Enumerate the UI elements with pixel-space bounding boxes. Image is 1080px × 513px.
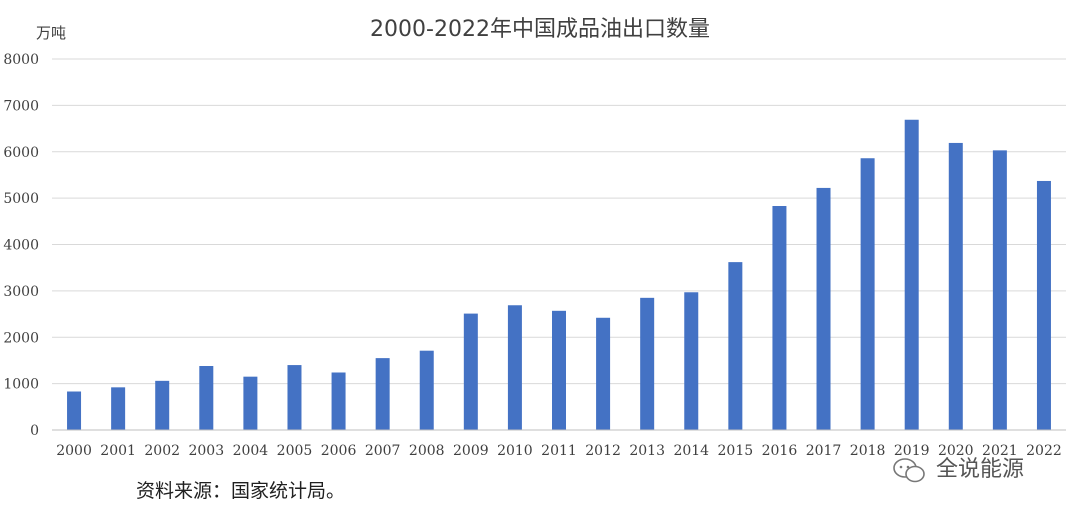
x-tick-label: 2007 (365, 443, 401, 459)
x-tick-label: 2002 (144, 443, 180, 459)
bar-2004 (243, 376, 258, 430)
x-tick-label: 2010 (497, 443, 533, 459)
y-tick-label: 1000 (3, 377, 39, 393)
bar-2012 (596, 317, 611, 430)
x-tick-label: 2014 (673, 443, 709, 459)
x-tick-label: 2003 (188, 443, 224, 459)
x-axis-ticks: 2000 2001 2002 2003 2004 2005 2006 2007 2008 2009… (56, 443, 1062, 459)
x-tick-label: 2005 (277, 443, 313, 459)
bar-2009 (463, 313, 478, 430)
chart-title: 2000-2022年中国成品油出口数量 (370, 17, 710, 42)
bar-2016 (772, 206, 787, 430)
bar-2018 (860, 158, 875, 430)
y-tick-label: 4000 (3, 238, 39, 254)
bar-2002 (155, 380, 170, 430)
x-tick-label: 2022 (1026, 443, 1062, 459)
bar-2021 (992, 150, 1007, 430)
bar-2019 (904, 119, 919, 430)
x-tick-label: 2009 (453, 443, 489, 459)
y-tick-label: 0 (30, 423, 39, 439)
x-tick-label: 2006 (321, 443, 357, 459)
bar-2020 (948, 142, 963, 430)
wechat-icon (893, 458, 925, 483)
y-axis-ticks: 0 1000 2000 3000 4000 5000 6000 7000 8000 (3, 52, 39, 439)
bar-2011 (552, 310, 566, 430)
bar-2003 (199, 366, 214, 430)
y-tick-label: 8000 (3, 52, 39, 68)
watermark-text: 全说能源 (936, 457, 1024, 482)
x-tick-label: 2016 (762, 443, 798, 459)
x-tick-label: 2021 (982, 443, 1018, 459)
gridlines (52, 58, 1066, 385)
bar-2007 (375, 358, 390, 430)
x-tick-label: 2004 (233, 443, 269, 459)
x-tick-label: 2020 (938, 443, 974, 459)
x-tick-label: 2000 (56, 443, 92, 459)
x-tick-label: 2019 (894, 443, 930, 459)
x-tick-label: 2015 (718, 443, 754, 459)
bar-2022 (1036, 180, 1051, 430)
source-note: 资料来源：国家统计局。 (136, 480, 345, 502)
x-tick-label: 2001 (100, 443, 136, 459)
bar-2005 (287, 365, 302, 430)
bar-2000 (67, 391, 82, 430)
bar-2013 (640, 297, 655, 430)
watermark: 全说能源 (893, 457, 1024, 483)
y-tick-label: 5000 (3, 191, 39, 207)
x-tick-label: 2012 (585, 443, 621, 459)
bar-2017 (816, 187, 831, 430)
x-tick-label: 2013 (629, 443, 665, 459)
y-tick-label: 6000 (3, 145, 39, 161)
x-tick-label: 2017 (806, 443, 842, 459)
bar-2001 (111, 387, 126, 430)
y-tick-label: 3000 (3, 284, 39, 300)
y-axis-unit-label: 万吨 (36, 24, 66, 42)
y-tick-label: 2000 (3, 330, 39, 346)
bar-2008 (419, 350, 434, 430)
x-tick-label: 2011 (541, 443, 577, 459)
bar-series (67, 119, 1051, 430)
bar-2006 (331, 372, 346, 430)
bar-2015 (728, 262, 743, 430)
x-tick-label: 2018 (850, 443, 886, 459)
bar-2014 (684, 292, 699, 430)
y-tick-label: 7000 (3, 98, 39, 114)
bar-2010 (507, 305, 522, 430)
x-tick-label: 2008 (409, 443, 445, 459)
